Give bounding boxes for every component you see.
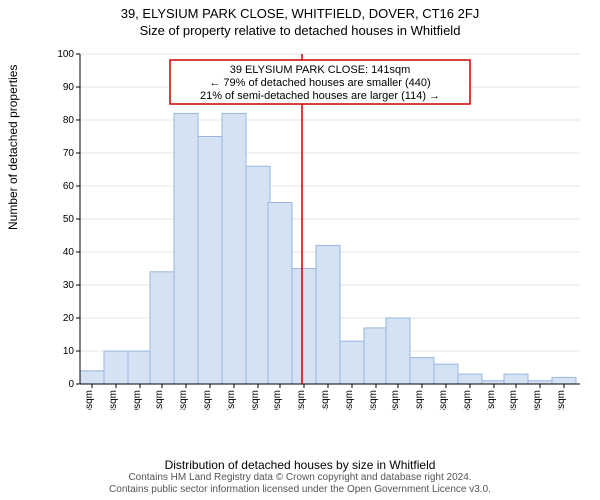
x-tick-label: 272sqm bbox=[556, 390, 567, 410]
histogram-bar bbox=[552, 377, 576, 384]
x-tick-label: 260sqm bbox=[532, 390, 543, 410]
x-tick-label: 166sqm bbox=[344, 390, 355, 410]
histogram-bar bbox=[268, 203, 292, 385]
x-tick-label: 36sqm bbox=[84, 390, 95, 410]
x-tick-label: 48sqm bbox=[108, 390, 119, 410]
annotation-line2: ← 79% of detached houses are smaller (44… bbox=[209, 77, 430, 89]
histogram-bar bbox=[386, 318, 410, 384]
x-tick-label: 83sqm bbox=[178, 390, 189, 410]
x-tick-label: 189sqm bbox=[390, 390, 401, 410]
x-tick-label: 95sqm bbox=[202, 390, 213, 410]
histogram-bar bbox=[222, 113, 246, 384]
histogram-bar bbox=[410, 358, 434, 384]
chart-plot-area: 0 10 20 30 40 50 60 70 80 90 100 36sqm 48sqm 60sqm 71s… bbox=[52, 50, 582, 410]
svg-text:90: 90 bbox=[63, 82, 75, 93]
x-tick-label: 71sqm bbox=[154, 390, 165, 410]
svg-text:100: 100 bbox=[57, 50, 74, 60]
histogram-bar bbox=[364, 328, 388, 384]
annotation-line3: 21% of semi-detached houses are larger (… bbox=[200, 90, 440, 102]
histogram-bar bbox=[80, 371, 104, 384]
chart-container: 39, ELYSIUM PARK CLOSE, WHITFIELD, DOVER… bbox=[0, 0, 600, 500]
chart-title-line2: Size of property relative to detached ho… bbox=[0, 21, 600, 38]
x-tick-label: 130sqm bbox=[272, 390, 283, 410]
histogram-bar bbox=[198, 137, 222, 385]
histogram-bar bbox=[104, 351, 128, 384]
histogram-bar bbox=[504, 374, 528, 384]
svg-text:30: 30 bbox=[63, 280, 75, 291]
svg-text:60: 60 bbox=[63, 181, 75, 192]
svg-text:70: 70 bbox=[63, 148, 75, 159]
footer-attribution: Contains HM Land Registry data © Crown c… bbox=[0, 472, 600, 500]
histogram-bar bbox=[246, 166, 270, 384]
svg-text:50: 50 bbox=[63, 214, 75, 225]
x-tick-label: 237sqm bbox=[486, 390, 497, 410]
x-tick-label: 154sqm bbox=[320, 390, 331, 410]
svg-text:40: 40 bbox=[63, 247, 75, 258]
histogram-bar bbox=[316, 245, 340, 384]
x-tick-label: 60sqm bbox=[132, 390, 143, 410]
x-axis-label: Distribution of detached houses by size … bbox=[0, 458, 600, 472]
footer-line2: Contains public sector information licen… bbox=[0, 484, 600, 496]
annotation-line1: 39 ELYSIUM PARK CLOSE: 141sqm bbox=[230, 64, 411, 76]
x-tick-label: 178sqm bbox=[368, 390, 379, 410]
footer-line1: Contains HM Land Registry data © Crown c… bbox=[0, 472, 600, 484]
histogram-bar bbox=[292, 269, 316, 385]
x-tick-label: 119sqm bbox=[250, 390, 261, 410]
histogram-bar bbox=[434, 364, 458, 384]
svg-text:80: 80 bbox=[63, 115, 75, 126]
svg-text:0: 0 bbox=[68, 379, 74, 390]
x-tick-label: 248sqm bbox=[508, 390, 519, 410]
histogram-svg: 0 10 20 30 40 50 60 70 80 90 100 36sqm 48sqm 60sqm 71s… bbox=[52, 50, 582, 410]
x-tick-label: 213sqm bbox=[438, 390, 449, 410]
chart-title-line1: 39, ELYSIUM PARK CLOSE, WHITFIELD, DOVER… bbox=[0, 0, 600, 21]
x-tick-label: 142sqm bbox=[296, 390, 307, 410]
histogram-bar bbox=[150, 272, 174, 384]
histogram-bar bbox=[458, 374, 482, 384]
svg-text:10: 10 bbox=[63, 346, 75, 357]
x-tick-label: 201sqm bbox=[414, 390, 425, 410]
x-tick-label: 225sqm bbox=[462, 390, 473, 410]
histogram-bar bbox=[128, 351, 152, 384]
svg-text:20: 20 bbox=[63, 313, 75, 324]
y-axis-label: Number of detached properties bbox=[6, 65, 20, 230]
x-tick-label: 107sqm bbox=[226, 390, 237, 410]
histogram-bar bbox=[340, 341, 364, 384]
histogram-bar bbox=[174, 113, 198, 384]
